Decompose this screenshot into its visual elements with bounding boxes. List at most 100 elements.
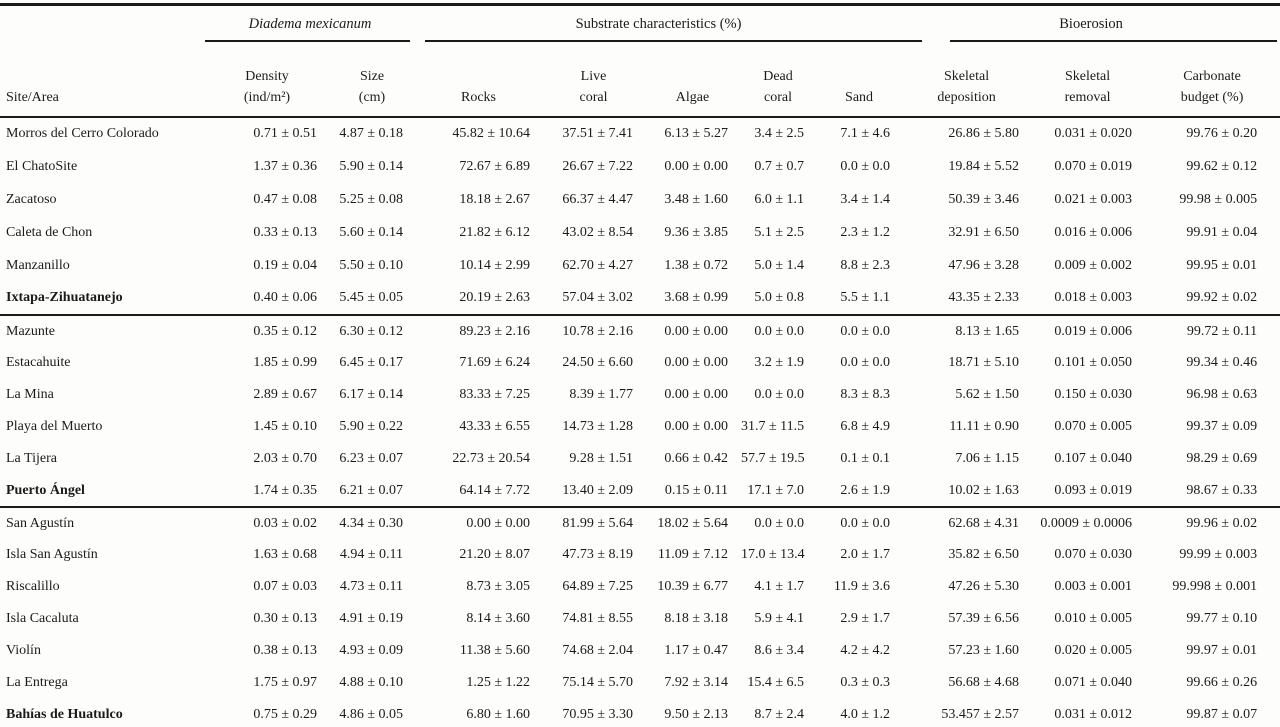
value-cell: 99.91 ± 0.04 bbox=[1186, 224, 1258, 240]
value-cell: 43.33 ± 6.55 bbox=[459, 419, 530, 434]
value-cell: 9.36 ± 3.85 bbox=[664, 224, 728, 240]
value-cell: 62.70 ± 4.27 bbox=[562, 257, 633, 273]
value-cell: 1.74 ± 0.35 bbox=[253, 482, 317, 498]
value-cell: 1.25 ± 1.22 bbox=[466, 675, 530, 690]
value-cell: 37.51 ± 7.41 bbox=[562, 126, 633, 141]
site-name-cell: La Tijera bbox=[6, 451, 57, 466]
value-cell: 1.17 ± 0.47 bbox=[664, 643, 728, 658]
value-cell: 11.11 ± 0.90 bbox=[949, 419, 1020, 434]
column-header-carbonate-budget: Carbonate budget (%) bbox=[1180, 69, 1244, 105]
value-cell: 8.14 ± 3.60 bbox=[466, 611, 530, 626]
site-name-cell: Manzanillo bbox=[6, 257, 70, 273]
value-cell: 89.23 ± 2.16 bbox=[459, 323, 530, 339]
value-cell: 0.018 ± 0.003 bbox=[1054, 290, 1133, 305]
group-header-diadema-mexicanum: Diadema mexicanum bbox=[248, 15, 372, 32]
value-cell: 0.30 ± 0.13 bbox=[253, 611, 317, 626]
table-top-rule bbox=[0, 3, 1280, 6]
value-cell: 0.00 ± 0.00 bbox=[664, 419, 728, 434]
value-cell: 57.39 ± 6.56 bbox=[948, 611, 1020, 626]
value-cell: 11.38 ± 5.60 bbox=[459, 643, 530, 658]
column-header-skeletal-removal: Skeletal removal bbox=[1064, 69, 1111, 105]
value-cell: 0.003 ± 0.001 bbox=[1054, 579, 1133, 594]
value-cell: 4.94 ± 0.11 bbox=[339, 547, 403, 562]
value-cell: 0.66 ± 0.42 bbox=[664, 451, 728, 466]
table-row: La Mina 2.89 ± 0.67 6.17 ± 0.14 83.33 ± 7.2… bbox=[0, 379, 1280, 411]
value-cell: 0.71 ± 0.51 bbox=[253, 126, 317, 141]
value-cell: 50.39 ± 3.46 bbox=[948, 191, 1020, 207]
value-cell: 47.26 ± 5.30 bbox=[948, 579, 1020, 594]
value-cell: 7.92 ± 3.14 bbox=[664, 675, 728, 690]
value-cell: 96.98 ± 0.63 bbox=[1186, 387, 1258, 402]
table-row: Manzanillo 0.19 ± 0.04 5.50 ± 0.10 10.14 ± … bbox=[0, 249, 1280, 282]
value-cell: 17.1 ± 7.0 bbox=[747, 482, 804, 498]
value-cell: 99.97 ± 0.01 bbox=[1186, 643, 1258, 658]
value-cell: 0.40 ± 0.06 bbox=[253, 290, 317, 305]
table-row: Riscalillo 0.07 ± 0.03 4.73 ± 0.11 8.73 ± 3… bbox=[0, 571, 1280, 603]
value-cell: 0.33 ± 0.13 bbox=[253, 224, 317, 240]
value-cell: 8.39 ± 1.77 bbox=[569, 387, 633, 402]
value-cell: 0.75 ± 0.29 bbox=[253, 706, 317, 722]
site-name-cell: La Mina bbox=[6, 387, 54, 402]
value-cell: 4.88 ± 0.10 bbox=[339, 675, 403, 690]
value-cell: 43.35 ± 2.33 bbox=[948, 290, 1020, 305]
value-cell: 53.457 ± 2.57 bbox=[941, 706, 1020, 722]
value-cell: 66.37 ± 4.47 bbox=[562, 191, 633, 207]
value-cell: 57.7 ± 19.5 bbox=[741, 451, 805, 466]
value-cell: 99.34 ± 0.46 bbox=[1186, 355, 1258, 370]
substrate-group-underline bbox=[425, 40, 922, 42]
value-cell: 9.50 ± 2.13 bbox=[664, 706, 728, 722]
value-cell: 6.13 ± 5.27 bbox=[664, 126, 728, 141]
site-name-cell: Ixtapa-Zihuatanejo bbox=[6, 290, 123, 305]
value-cell: 0.7 ± 0.7 bbox=[754, 158, 804, 174]
value-cell: 0.0 ± 0.0 bbox=[840, 158, 891, 174]
value-cell: 8.6 ± 3.4 bbox=[754, 643, 804, 658]
site-name-cell: Mazunte bbox=[6, 323, 55, 339]
value-cell: 0.070 ± 0.030 bbox=[1054, 547, 1133, 562]
value-cell: 0.0 ± 0.0 bbox=[754, 515, 804, 531]
value-cell: 2.0 ± 1.7 bbox=[840, 547, 891, 562]
table-row: Bahías de Huatulco 0.75 ± 0.29 4.86 ± 0.05… bbox=[0, 699, 1280, 727]
value-cell: 99.72 ± 0.11 bbox=[1186, 323, 1258, 339]
value-cell: 56.68 ± 4.68 bbox=[948, 675, 1020, 690]
site-name-cell: Morros del Cerro Colorado bbox=[6, 126, 159, 141]
value-cell: 2.9 ± 1.7 bbox=[840, 611, 891, 626]
column-header-density: Density (ind/m²) bbox=[243, 69, 291, 105]
value-cell: 2.6 ± 1.9 bbox=[840, 482, 891, 498]
value-cell: 99.76 ± 0.20 bbox=[1186, 126, 1258, 141]
value-cell: 1.45 ± 0.10 bbox=[253, 419, 317, 434]
value-cell: 0.15 ± 0.11 bbox=[664, 482, 728, 498]
value-cell: 18.18 ± 2.67 bbox=[459, 191, 530, 207]
value-cell: 7.06 ± 1.15 bbox=[955, 451, 1020, 466]
value-cell: 0.00 ± 0.00 bbox=[664, 158, 728, 174]
value-cell: 18.02 ± 5.64 bbox=[657, 515, 728, 531]
value-cell: 72.67 ± 6.89 bbox=[459, 158, 530, 174]
value-cell: 8.3 ± 8.3 bbox=[840, 387, 891, 402]
value-cell: 17.0 ± 13.4 bbox=[741, 547, 805, 562]
value-cell: 0.031 ± 0.012 bbox=[1054, 706, 1133, 722]
group-header-row: Diadema mexicanum Substrate characterist… bbox=[0, 6, 1280, 47]
table-section-bahias-de-huatulco: San Agustín 0.03 ± 0.02 4.34 ± 0.30 0.00 ± … bbox=[0, 507, 1280, 727]
value-cell: 6.8 ± 4.9 bbox=[840, 419, 891, 434]
value-cell: 2.89 ± 0.67 bbox=[253, 387, 317, 402]
value-cell: 6.45 ± 0.17 bbox=[339, 355, 403, 370]
value-cell: 0.00 ± 0.00 bbox=[664, 355, 728, 370]
value-cell: 5.9 ± 4.1 bbox=[754, 611, 804, 626]
value-cell: 71.69 ± 6.24 bbox=[459, 355, 530, 370]
table-row: Playa del Muerto 1.45 ± 0.10 5.90 ± 0.22 43… bbox=[0, 411, 1280, 443]
value-cell: 8.7 ± 2.4 bbox=[754, 706, 804, 722]
value-cell: 5.1 ± 2.5 bbox=[754, 224, 804, 240]
column-header-sand: Sand bbox=[845, 90, 874, 105]
value-cell: 99.95 ± 0.01 bbox=[1186, 257, 1258, 273]
value-cell: 1.37 ± 0.36 bbox=[253, 158, 317, 174]
value-cell: 74.68 ± 2.04 bbox=[562, 643, 633, 658]
value-cell: 0.0 ± 0.0 bbox=[840, 355, 891, 370]
site-name-cell: Playa del Muerto bbox=[6, 419, 103, 434]
value-cell: 0.019 ± 0.006 bbox=[1054, 323, 1133, 339]
column-header-skeletal-deposition: Skeletal deposition bbox=[937, 69, 996, 105]
table-row: La Tijera 2.03 ± 0.70 6.23 ± 0.07 22.73 ± 2… bbox=[0, 443, 1280, 475]
value-cell: 99.98 ± 0.005 bbox=[1179, 191, 1258, 207]
value-cell: 0.150 ± 0.030 bbox=[1054, 387, 1133, 402]
value-cell: 26.67 ± 7.22 bbox=[562, 158, 633, 174]
value-cell: 64.14 ± 7.72 bbox=[459, 482, 530, 498]
value-cell: 6.17 ± 0.14 bbox=[339, 387, 403, 402]
